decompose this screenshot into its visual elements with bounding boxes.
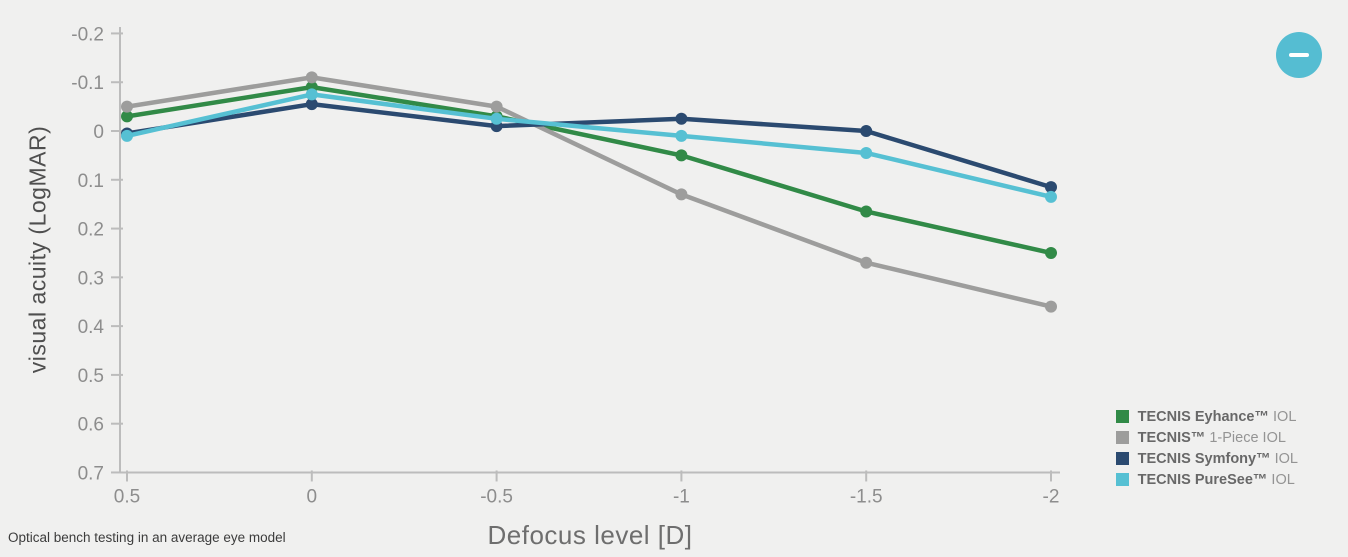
y-tick-label: 0 (93, 122, 104, 143)
y-tick-label: 0.1 (78, 171, 104, 192)
legend-label: TECNIS Symfony™ IOL (1137, 450, 1298, 467)
x-tick-label: 0 (307, 486, 318, 507)
y-tick-label: 0.2 (78, 220, 104, 241)
y-tick-label: -0.2 (71, 24, 104, 45)
legend: TECNIS Eyhance™ IOL TECNIS™ 1-Piece IOL TE… (1115, 408, 1298, 488)
y-axis-label: visual acuity (LogMAR) (24, 125, 51, 374)
data-point (1045, 300, 1057, 313)
legend-label: TECNIS™ 1-Piece IOL (1137, 429, 1286, 446)
x-tick-label: 0.5 (114, 486, 140, 507)
data-point (305, 71, 318, 84)
series-line (124, 75, 1054, 309)
legend-label: TECNIS Eyhance™ IOL (1137, 408, 1297, 425)
legend-item: TECNIS PureSee™ IOL (1115, 471, 1298, 488)
data-point (860, 125, 873, 137)
data-point (1045, 246, 1057, 259)
data-point (675, 149, 688, 162)
data-point (305, 88, 318, 101)
y-tick-label: 0.3 (78, 268, 104, 289)
y-tick-label: 0.4 (78, 317, 105, 338)
data-point (490, 100, 503, 113)
legend-swatch (1115, 473, 1129, 486)
y-tick-label: -0.1 (71, 73, 104, 94)
data-point (121, 129, 133, 142)
minus-icon (1289, 53, 1309, 57)
data-point (1045, 181, 1057, 194)
data-point (675, 188, 688, 201)
data-point (860, 205, 873, 218)
legend-item: TECNIS Eyhance™ IOL (1115, 408, 1298, 425)
y-tick-label: 0.7 (78, 463, 104, 484)
x-tick-label: -1.5 (850, 486, 883, 507)
legend-item: TECNIS Symfony™ IOL (1115, 450, 1298, 467)
data-point (490, 112, 503, 125)
x-tick-label: -2 (1043, 486, 1060, 507)
legend-swatch (1115, 410, 1129, 423)
x-tick-label: -1 (673, 486, 690, 507)
y-tick-label: 0.6 (78, 415, 104, 436)
data-point (675, 129, 688, 142)
data-point (121, 110, 133, 123)
x-tick-label: -0.5 (480, 486, 513, 507)
collapse-button[interactable] (1276, 32, 1322, 78)
legend-item: TECNIS™ 1-Piece IOL (1115, 429, 1298, 446)
y-tick-label: 0.5 (78, 366, 104, 387)
legend-swatch (1115, 452, 1129, 465)
legend-label: TECNIS PureSee™ IOL (1137, 471, 1295, 488)
x-axis-label: Defocus level [D] (487, 520, 693, 550)
data-point (675, 112, 688, 125)
data-point (305, 98, 318, 111)
series-line (124, 101, 1054, 190)
data-point (860, 256, 873, 269)
data-point (121, 100, 133, 113)
data-point (860, 146, 873, 159)
series-line (124, 84, 1054, 256)
data-point (1045, 190, 1057, 203)
footnote: Optical bench testing in an average eye … (8, 530, 286, 545)
series-line (124, 92, 1054, 200)
legend-swatch (1115, 431, 1129, 444)
